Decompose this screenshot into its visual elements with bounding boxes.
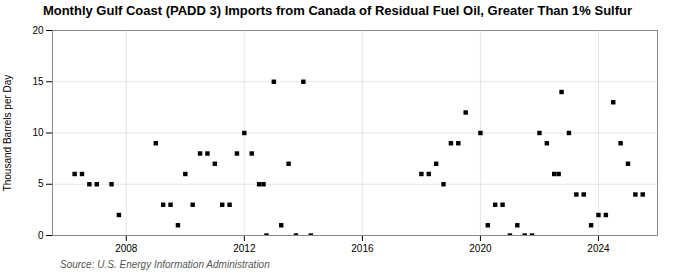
svg-text:2008: 2008 (115, 243, 138, 254)
svg-text:2012: 2012 (233, 243, 256, 254)
svg-text:20: 20 (32, 25, 44, 36)
svg-text:2020: 2020 (469, 243, 492, 254)
svg-text:2024: 2024 (587, 243, 610, 254)
svg-text:10: 10 (32, 127, 44, 138)
html-text:Monthly Gulf Coast (PADD 3) Im: Monthly Gulf Coast (PADD 3) Imports from… (42, 3, 633, 18)
svg-text:5: 5 (38, 178, 44, 189)
html-text:Source: U.S. Energy Informatio: Source: U.S. Energy Information Administ… (60, 259, 270, 270)
svg-text:2016: 2016 (351, 243, 374, 254)
svg-text:0: 0 (38, 230, 44, 241)
svg-text:15: 15 (32, 76, 44, 87)
svg-text:Thousand Barrels per Day: Thousand Barrels per Day (2, 75, 13, 192)
